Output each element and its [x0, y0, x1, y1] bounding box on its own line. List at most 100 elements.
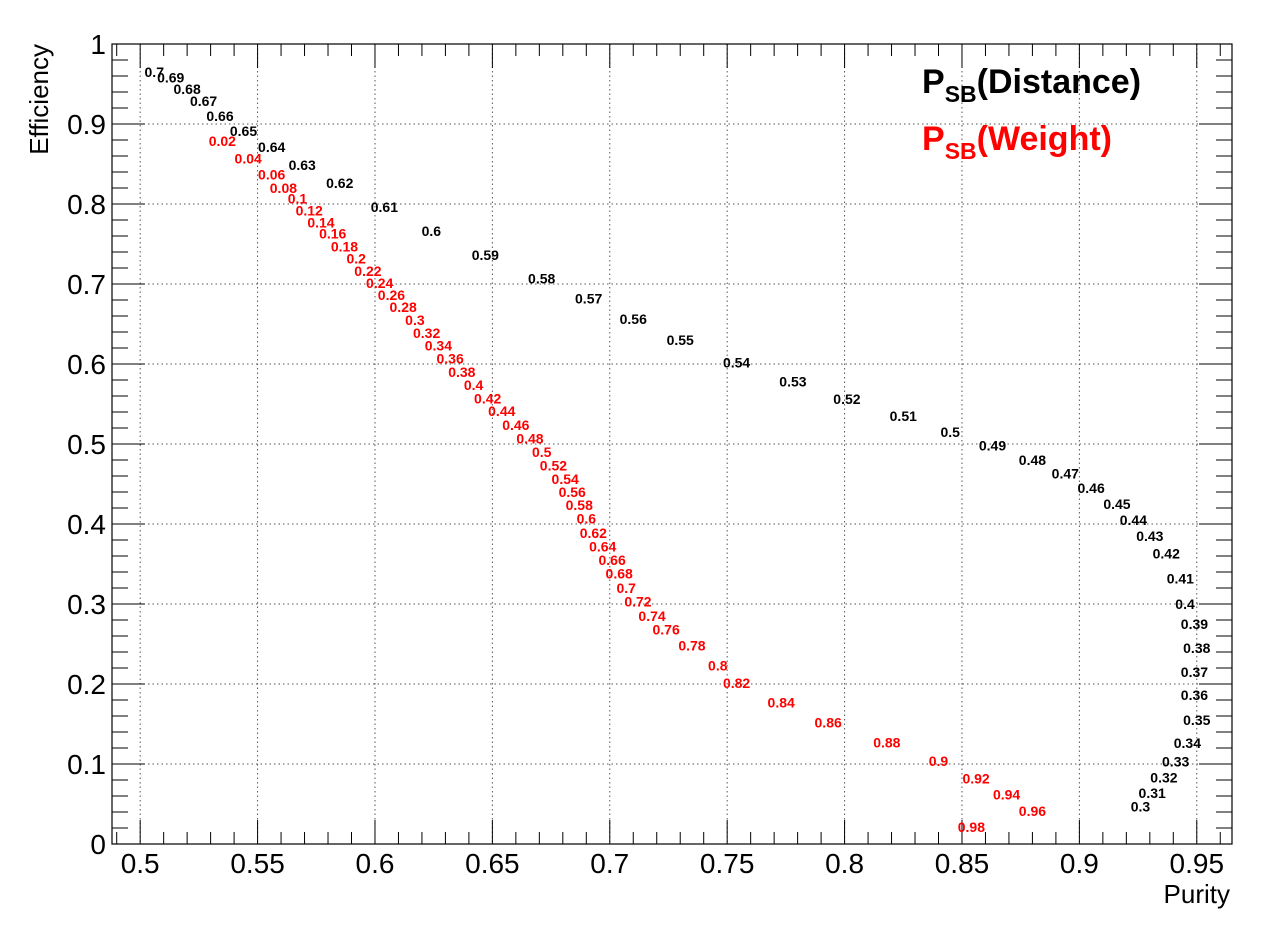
y-tick-label: 0.4 [67, 509, 106, 540]
data-point-label: 0.5 [532, 444, 552, 460]
data-point-label: 0.58 [566, 497, 593, 513]
data-point-label: 0.18 [331, 238, 358, 254]
x-tick-label: 0.85 [935, 848, 990, 879]
data-point-label: 0.28 [390, 299, 417, 315]
data-point-label: 0.42 [474, 390, 501, 406]
data-point-label: 0.72 [624, 594, 651, 610]
data-point-label: 0.7 [616, 580, 636, 596]
data-point-label: 0.8 [708, 658, 728, 674]
data-point-label: 0.44 [488, 403, 515, 419]
data-point-label: 0.58 [528, 270, 555, 286]
x-tick-label: 0.55 [230, 848, 285, 879]
data-point-label: 0.52 [540, 458, 567, 474]
data-point-label: 0.34 [425, 338, 452, 354]
data-points: 0.70.690.680.670.660.650.640.630.620.610… [145, 64, 1211, 835]
data-point-label: 0.49 [979, 438, 1006, 454]
x-tick-label: 0.7 [590, 848, 629, 879]
data-point-label: 0.65 [230, 123, 257, 139]
y-tick-label: 0.9 [67, 109, 106, 140]
legend-weight-rest: (Weight) [977, 120, 1112, 158]
data-point-label: 0.56 [559, 484, 586, 500]
data-point-label: 0.44 [1120, 512, 1147, 528]
data-point-label: 0.54 [552, 471, 579, 487]
data-point-label: 0.47 [1052, 466, 1079, 482]
data-point-label: 0.66 [599, 552, 626, 568]
data-point-label: 0.36 [436, 350, 463, 366]
data-point-label: 0.33 [1162, 754, 1189, 770]
data-point-label: 0.66 [206, 108, 233, 124]
data-point-label: 0.78 [678, 638, 705, 654]
data-point-label: 0.96 [1019, 803, 1046, 819]
data-point-label: 0.32 [413, 325, 440, 341]
x-tick-label: 0.8 [825, 848, 864, 879]
data-point-label: 0.98 [958, 819, 985, 835]
data-point-label: 0.06 [258, 166, 285, 182]
data-point-label: 0.7 [145, 64, 165, 80]
data-point-label: 0.48 [1019, 452, 1046, 468]
y-tick-label: 0.1 [67, 749, 106, 780]
data-point-label: 0.32 [1150, 770, 1177, 786]
x-tick-label: 0.75 [700, 848, 755, 879]
data-point-label: 0.5 [941, 424, 961, 440]
data-point-label: 0.55 [667, 332, 694, 348]
data-point-label: 0.12 [296, 202, 323, 218]
data-point-label: 0.31 [1139, 785, 1166, 801]
legend-entry-distance: PSB(Distance) [922, 63, 1141, 107]
data-point-label: 0.6 [577, 510, 597, 526]
x-axis-title: Purity [1164, 879, 1230, 909]
x-tick-label: 0.6 [356, 848, 395, 879]
data-point-label: 0.56 [620, 311, 647, 327]
y-tick-label: 1 [90, 29, 106, 60]
data-point-label: 0.57 [575, 290, 602, 306]
data-point-label: 0.4 [464, 377, 484, 393]
plot-background [112, 44, 1232, 844]
x-tick-label: 0.95 [1170, 848, 1225, 879]
y-tick-label: 0 [90, 829, 106, 860]
data-point-label: 0.14 [307, 214, 334, 230]
data-point-label: 0.36 [1181, 687, 1208, 703]
legend-distance-rest: (Distance) [977, 63, 1141, 101]
data-point-label: 0.1 [288, 190, 308, 206]
y-tick-label: 0.7 [67, 269, 106, 300]
data-point-label: 0.76 [653, 622, 680, 638]
data-point-label: 0.62 [326, 175, 353, 191]
legend-entry-weight: PSB(Weight) [922, 120, 1112, 164]
y-tick-label: 0.2 [67, 669, 106, 700]
y-tick-label: 0.3 [67, 589, 106, 620]
plot-frame [111, 43, 1233, 845]
data-point-label: 0.51 [890, 408, 917, 424]
data-point-label: 0.86 [815, 714, 842, 730]
data-point-label: 0.26 [378, 287, 405, 303]
data-point-label: 0.16 [319, 226, 346, 242]
x-tick-labels: 0.5 0.55 0.6 0.65 0.7 0.75 0.8 0.85 0.9 0.95 [121, 848, 1224, 879]
data-point-label: 0.94 [993, 786, 1020, 802]
x-tick-label: 0.65 [465, 848, 520, 879]
data-point-label: 0.2 [346, 250, 366, 266]
data-point-label: 0.59 [472, 247, 499, 263]
data-point-label: 0.24 [366, 275, 393, 291]
y-tick-label: 0.8 [67, 189, 106, 220]
data-point-label: 0.64 [258, 139, 285, 155]
legend: PSB(Distance) PSB(Weight) [922, 63, 1141, 164]
legend-weight-sub: SB [945, 138, 977, 164]
legend-weight-main: P [922, 120, 945, 158]
data-point-label: 0.74 [638, 608, 665, 624]
data-point-label: 0.53 [779, 374, 806, 390]
data-point-label: 0.69 [157, 70, 184, 86]
data-point-label: 0.38 [1183, 640, 1210, 656]
grid [112, 44, 1232, 844]
data-point-label: 0.35 [1183, 712, 1210, 728]
data-point-label: 0.43 [1136, 528, 1163, 544]
data-point-label: 0.08 [270, 180, 297, 196]
data-point-label: 0.34 [1174, 735, 1201, 751]
legend-distance-sub: SB [945, 81, 977, 107]
data-point-label: 0.92 [962, 770, 989, 786]
data-point-label: 0.39 [1181, 616, 1208, 632]
legend-distance-main: P [922, 63, 945, 101]
data-point-label: 0.02 [209, 133, 236, 149]
data-point-label: 0.3 [405, 312, 425, 328]
data-point-label: 0.82 [723, 675, 750, 691]
x-tick-label: 0.9 [1060, 848, 1099, 879]
data-point-label: 0.84 [768, 694, 795, 710]
